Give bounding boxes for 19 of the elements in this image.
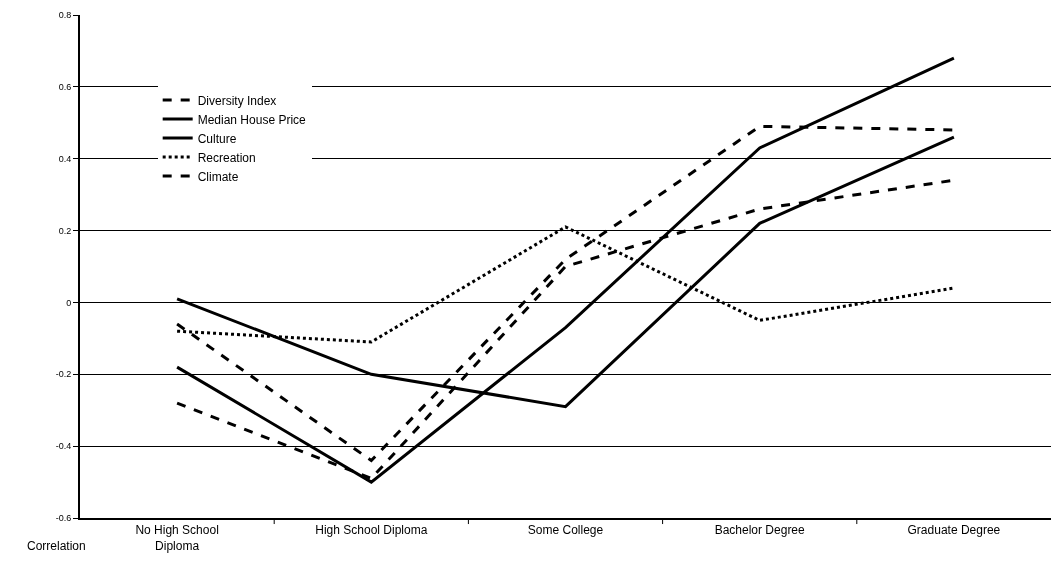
legend-label: Culture [197, 131, 237, 146]
y-tick-label: 0.2 [58, 225, 72, 236]
y-tick-label: -0.2 [55, 369, 72, 380]
x-tick-label: Some College [527, 523, 604, 538]
y-axis-title: Correlation [27, 539, 86, 553]
legend-label: Diversity Index [197, 93, 277, 108]
y-tick-label: 0.8 [58, 10, 72, 21]
legend-label: Recreation [197, 150, 256, 165]
legend-label: Climate [197, 169, 239, 184]
y-tick-label: -0.6 [55, 513, 72, 524]
x-tick-label: Graduate Degree [907, 523, 1001, 538]
y-tick-label: -0.4 [55, 441, 72, 452]
x-tick-label: No High School Diploma [135, 523, 219, 553]
y-tick-label: 0.4 [58, 153, 72, 164]
x-tick-label: Bachelor Degree [714, 523, 806, 538]
y-tick-label: 0.6 [58, 82, 72, 93]
x-tick-label: High School Diploma [315, 523, 428, 538]
legend-label: Median House Price [197, 112, 307, 127]
y-tick-label: 0 [66, 297, 72, 308]
